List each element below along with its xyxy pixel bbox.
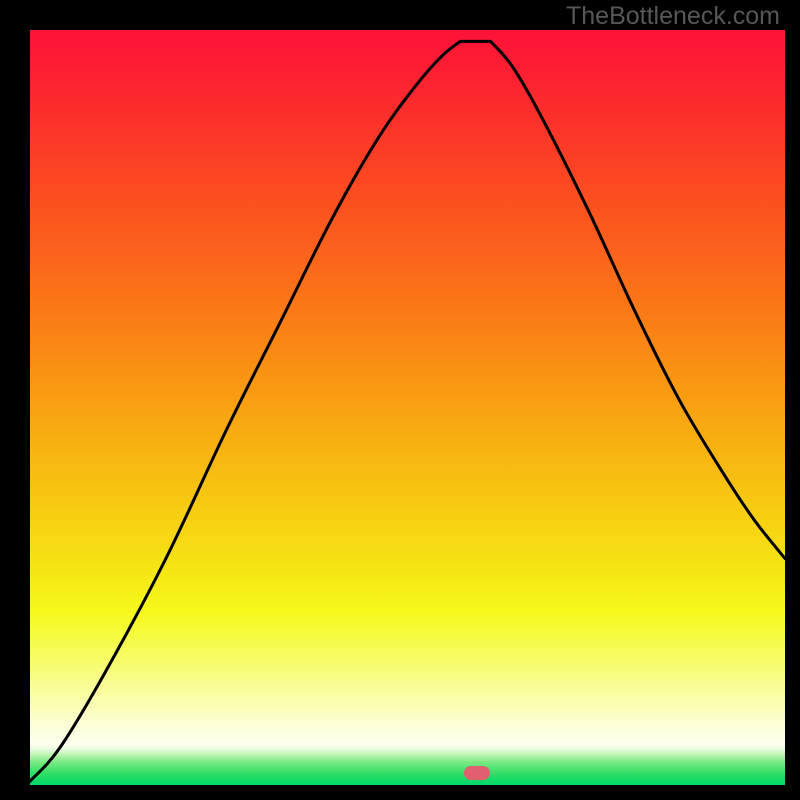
watermark-text: TheBottleneck.com [566,2,780,31]
outer-frame: { "watermark": { "text": "TheBottleneck.… [0,0,800,800]
plot-area [30,30,785,785]
bottleneck-curve [30,30,785,785]
bottleneck-point-marker [464,766,490,780]
